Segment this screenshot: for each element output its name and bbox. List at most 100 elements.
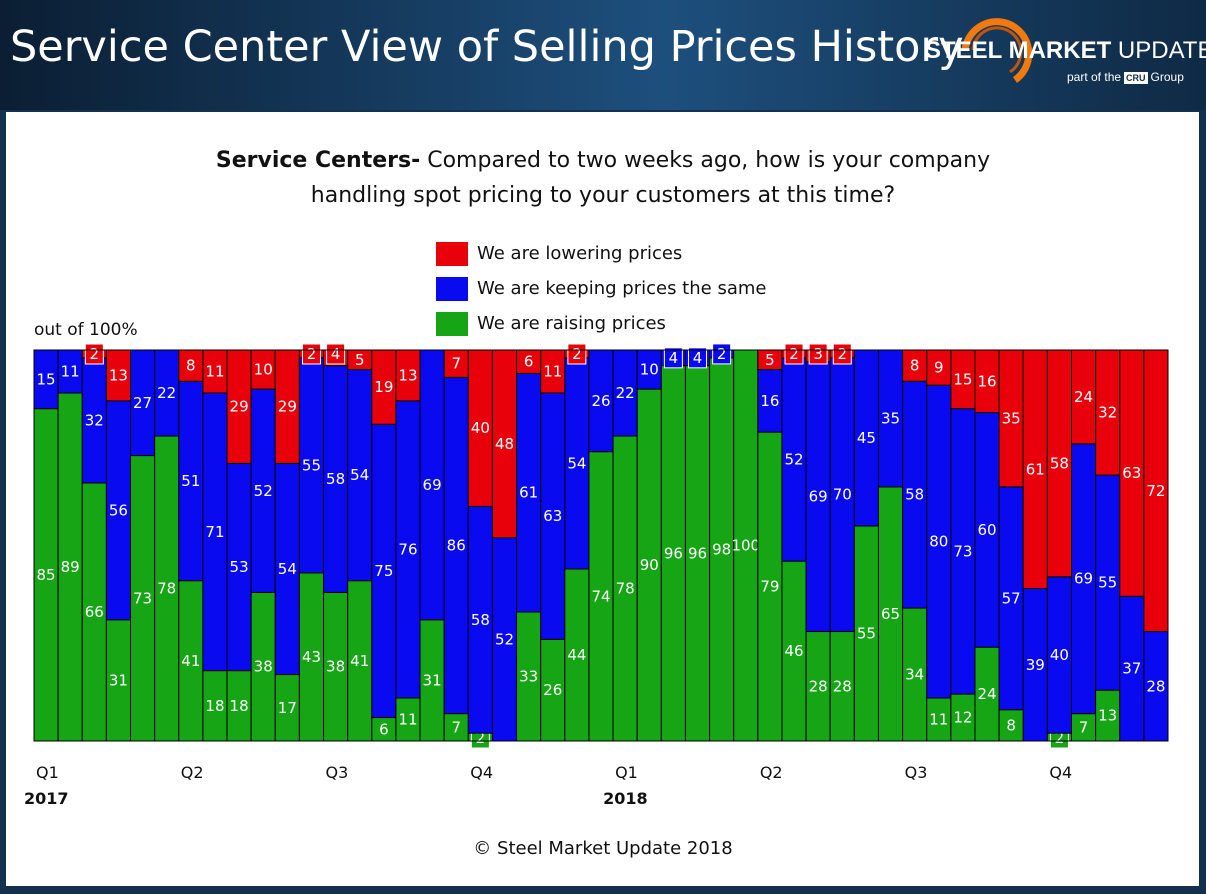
quarter-tick-label: Q3 [326,763,349,782]
bar-segment-same [902,380,928,609]
bar-segment-lowering [998,349,1024,488]
data-label: 15 [953,370,972,388]
bar-segment-same [516,372,542,613]
data-label: 2 [90,345,100,363]
logo-update-text: UPDATE [1117,37,1206,64]
y-axis-label: out of 100% [34,320,138,340]
data-label: 24 [1074,388,1093,406]
bar-segment-raising [105,619,132,742]
bar-segment-raising [202,670,228,742]
data-label: 2 [1055,729,1065,747]
logo-group: Group [1150,70,1184,84]
data-label: 78 [616,580,635,598]
data-label: 57 [1002,589,1021,607]
question-line1: Compared to two weeks ago, how is your c… [420,148,991,173]
data-label: 76 [398,540,417,558]
bar-segment-same [1022,588,1048,742]
data-label: 10 [254,361,273,379]
bar-segment-same [564,357,590,570]
bar-segment-same [274,462,300,676]
data-label: 10 [640,361,659,379]
bar-segment-same [540,392,566,640]
bar-segment-same [250,388,276,593]
data-label: 75 [374,562,393,580]
data-label: 7 [451,355,461,373]
data-label: 85 [37,566,56,584]
data-label: 58 [905,486,924,504]
data-label: 38 [254,658,273,676]
logo-text: STEEL MARKET UPDATE [925,37,1206,65]
data-label: 35 [1002,409,1021,427]
bar-segment-same [298,357,325,574]
data-label: 69 [809,488,828,506]
data-label: 4 [693,349,703,367]
data-label: 70 [833,486,852,504]
bar-segment-lowering [274,349,300,464]
legend-item-same: We are keeping prices the same [436,271,766,306]
small-value-tag [712,343,732,365]
data-label: 96 [688,544,707,562]
data-label: 16 [760,392,779,410]
data-label: 7 [451,718,461,736]
data-label: 29 [278,398,297,416]
data-label: 86 [447,537,466,555]
data-label: 52 [784,450,803,468]
data-label: 61 [519,484,538,502]
data-label: 16 [977,372,996,390]
data-label: 54 [278,560,297,578]
data-label: 55 [1098,574,1117,592]
bar-segment-lowering [250,349,276,390]
quarter-tick-label: Q4 [470,763,493,782]
data-label: 71 [205,523,224,541]
data-label: 37 [1122,660,1141,678]
data-label: 63 [1122,464,1141,482]
bar-segment-same [1070,443,1097,715]
bar-segment-same [998,486,1024,711]
data-label: 2 [838,345,848,363]
data-label: 73 [953,542,972,560]
bar-segment-raising [974,646,1000,742]
data-label: 41 [350,652,369,670]
data-label: 4 [669,349,679,367]
data-label: 54 [350,466,369,484]
quarter-tick-label: Q2 [181,763,204,782]
data-label: 66 [85,603,104,621]
data-label: 100 [731,537,760,555]
data-label: 39 [1026,656,1045,674]
quarter-tick-label: Q1 [615,763,638,782]
bar-segment-raising [516,611,542,742]
data-label: 56 [109,501,128,519]
chart-legend: We are lowering prices We are keeping pr… [436,236,766,341]
data-label: 11 [929,710,948,728]
data-label: 63 [543,507,562,525]
data-label: 7 [1079,718,1089,736]
data-label: 72 [1146,482,1165,500]
logo-swoosh-icon [961,18,1033,83]
data-label: 6 [379,720,389,738]
bar-segment-same [33,349,59,410]
chart-question: Service Centers- Compared to two weeks a… [0,143,1206,213]
data-label: 2 [572,345,582,363]
bar-segment-same [467,505,493,734]
legend-label-raising: We are raising prices [477,313,666,334]
data-label: 74 [591,587,610,605]
quarter-tick-label: Q4 [1049,763,1072,782]
bar-segment-same [130,349,156,457]
data-label: 58 [326,470,345,488]
data-label: 31 [423,671,442,689]
logo-main-text: STEEL MARKET [925,37,1112,64]
bar-segment-same [636,349,662,390]
bar-segment-same [105,400,132,621]
page-title: Service Center View of Selling Prices Hi… [10,22,964,72]
cru-logo: CRU [1124,71,1148,84]
data-label: 17 [278,699,297,717]
quarter-tick-label: Q1 [36,763,59,782]
legend-swatch-green [436,311,468,336]
bar-segment-same [371,423,397,719]
data-label: 40 [471,419,490,437]
question-line2: handling spot pricing to your customers … [310,183,896,208]
data-label: 11 [398,710,417,728]
bar-segment-raising [684,365,711,742]
header-banner: Service Center View of Selling Prices Hi… [0,0,1206,110]
legend-label-same: We are keeping prices the same [477,278,767,299]
